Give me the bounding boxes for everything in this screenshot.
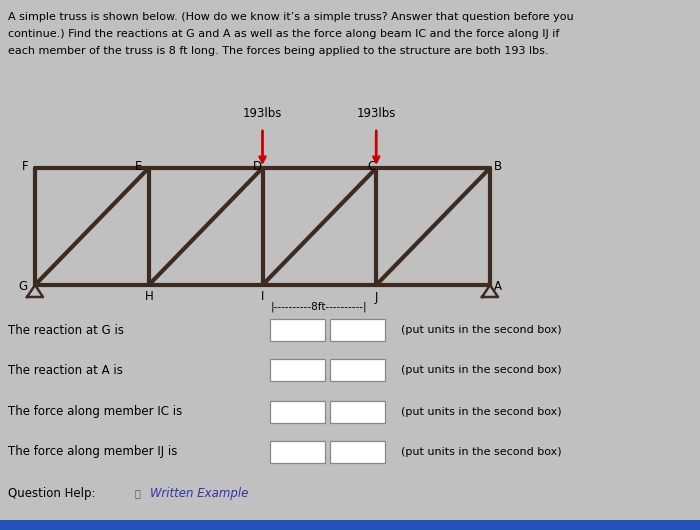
Bar [330,401,385,423]
Text: A simple truss is shown below. (How do we know it’s a simple truss? Answer that : A simple truss is shown below. (How do w… [8,12,573,22]
Text: 193lbs: 193lbs [356,107,396,120]
Text: (put units in the second box): (put units in the second box) [401,447,561,457]
Text: I: I [261,290,264,304]
Bar [270,401,325,423]
Bar [270,441,325,463]
Text: A: A [494,280,502,294]
Text: H: H [144,290,153,304]
Text: B: B [494,160,502,172]
Text: (put units in the second box): (put units in the second box) [401,325,561,335]
Text: G: G [18,280,27,294]
Bar [330,441,385,463]
Bar [330,319,385,341]
Text: (put units in the second box): (put units in the second box) [401,365,561,375]
Text: (put units in the second box): (put units in the second box) [401,407,561,417]
Text: D: D [253,160,262,172]
Bar [0,520,700,530]
Text: Question Help:: Question Help: [8,487,95,499]
Text: The force along member IC is: The force along member IC is [8,405,182,419]
Text: C: C [367,160,375,172]
Bar [270,319,325,341]
Text: The reaction at A is: The reaction at A is [8,364,123,376]
Text: The reaction at G is: The reaction at G is [8,323,124,337]
Text: continue.) Find the reactions at G and A as well as the force along beam IC and : continue.) Find the reactions at G and A… [8,29,559,39]
Text: 📄: 📄 [135,488,141,498]
Text: |----------8ft----------|: |----------8ft----------| [271,302,368,312]
Text: 193lbs: 193lbs [243,107,282,120]
Text: Written Example: Written Example [150,487,248,499]
Text: F: F [22,160,28,172]
Bar [330,359,385,381]
Text: E: E [135,160,142,172]
Text: The force along member IJ is: The force along member IJ is [8,446,177,458]
Text: J: J [374,290,378,304]
Bar [270,359,325,381]
Text: each member of the truss is 8 ft long. The forces being applied to the structure: each member of the truss is 8 ft long. T… [8,46,549,56]
